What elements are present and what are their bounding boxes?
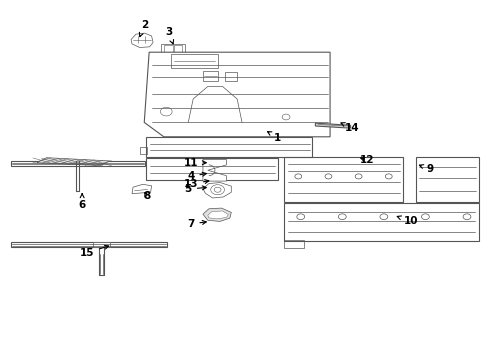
Polygon shape <box>315 123 350 128</box>
Bar <box>164 45 173 53</box>
Polygon shape <box>144 52 329 137</box>
Text: 8: 8 <box>143 191 150 201</box>
Bar <box>415 157 478 202</box>
Bar <box>283 240 304 248</box>
Text: 9: 9 <box>419 164 433 174</box>
Text: 7: 7 <box>186 219 206 229</box>
Text: 2: 2 <box>139 20 147 37</box>
Bar <box>283 157 403 202</box>
Bar <box>93 242 110 247</box>
Text: 13: 13 <box>183 179 208 189</box>
Text: 10: 10 <box>396 216 417 226</box>
Bar <box>11 161 145 166</box>
Bar <box>145 137 311 157</box>
Text: 14: 14 <box>340 123 359 133</box>
Text: 15: 15 <box>80 245 108 258</box>
Bar <box>174 45 182 53</box>
Text: 4: 4 <box>186 171 206 181</box>
Bar <box>11 242 167 247</box>
Bar <box>161 44 184 54</box>
Text: 12: 12 <box>359 155 373 165</box>
Bar <box>224 72 237 81</box>
Bar <box>145 158 277 180</box>
Text: 3: 3 <box>165 27 173 44</box>
Bar <box>283 203 478 241</box>
Polygon shape <box>132 184 151 194</box>
Polygon shape <box>203 183 231 198</box>
Bar <box>140 147 146 154</box>
Text: 11: 11 <box>183 158 206 168</box>
Polygon shape <box>207 211 228 219</box>
Polygon shape <box>37 158 110 166</box>
Text: 1: 1 <box>267 132 281 143</box>
Polygon shape <box>203 208 231 221</box>
Polygon shape <box>131 33 153 48</box>
Bar <box>171 54 217 68</box>
Text: 6: 6 <box>79 194 85 210</box>
Polygon shape <box>203 159 226 181</box>
Bar <box>203 71 217 81</box>
Text: 5: 5 <box>184 184 206 194</box>
